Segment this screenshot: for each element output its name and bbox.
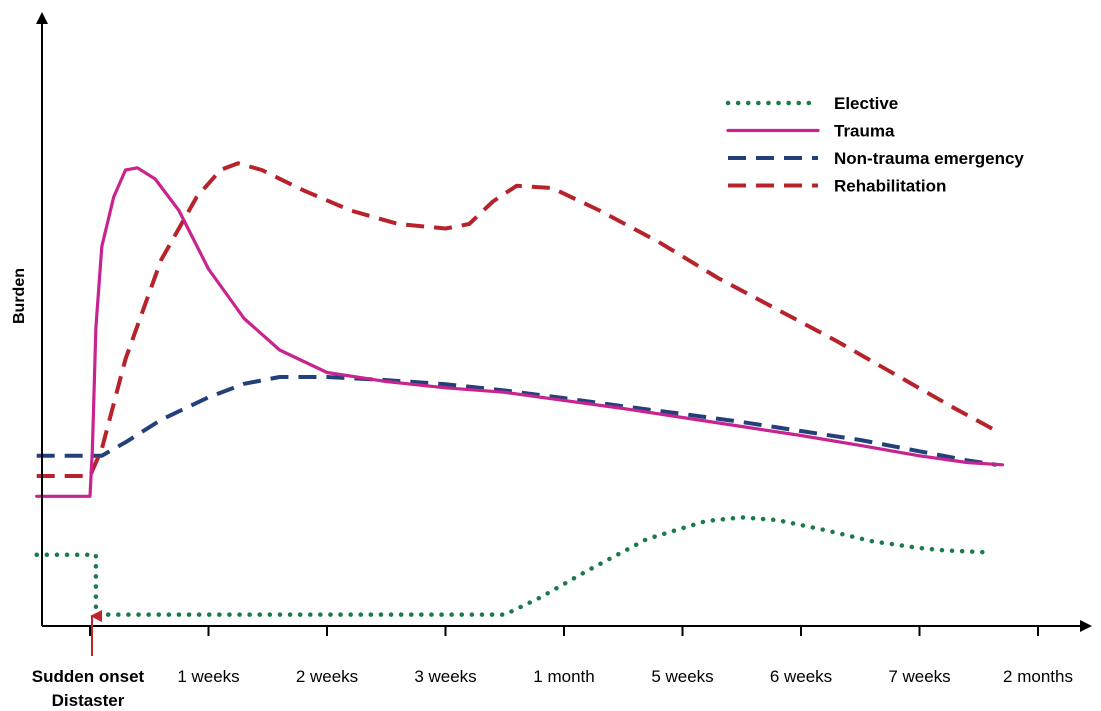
series-line-non-trauma-emergency (36, 375, 997, 467)
legend-label: Rehabilitation (834, 177, 946, 196)
x-tick-label: 1 month (533, 667, 594, 686)
onset-marker: Sudden onset Distaster (32, 610, 145, 710)
series-line-trauma (35, 166, 1005, 498)
legend: Elective Trauma Non-trauma emergency Rehabi… (725, 94, 1024, 196)
legend-label: Elective (834, 94, 898, 113)
legend-label: Trauma (834, 122, 895, 141)
x-tick-label: 2 months (1003, 667, 1073, 686)
x-tick-label: 6 weeks (770, 667, 832, 686)
series-line-elective (34, 515, 993, 617)
series-layer (34, 161, 1005, 617)
onset-label-line2: Distaster (52, 691, 125, 710)
onset-label-line1: Sudden onset (32, 667, 145, 686)
x-tick-label: 2 weeks (296, 667, 358, 686)
x-tick-label: 5 weeks (651, 667, 713, 686)
legend-label: Non-trauma emergency (834, 149, 1024, 168)
series-line-rehabilitation (36, 161, 998, 478)
x-ticks: 1 weeks 2 weeks 3 weeks 1 month 5 weeks 6 wee… (89, 626, 1073, 686)
x-tick-label: 1 weeks (177, 667, 239, 686)
x-tick-label: 3 weeks (414, 667, 476, 686)
x-tick-label: 7 weeks (888, 667, 950, 686)
y-axis-title: Burden (11, 268, 28, 324)
